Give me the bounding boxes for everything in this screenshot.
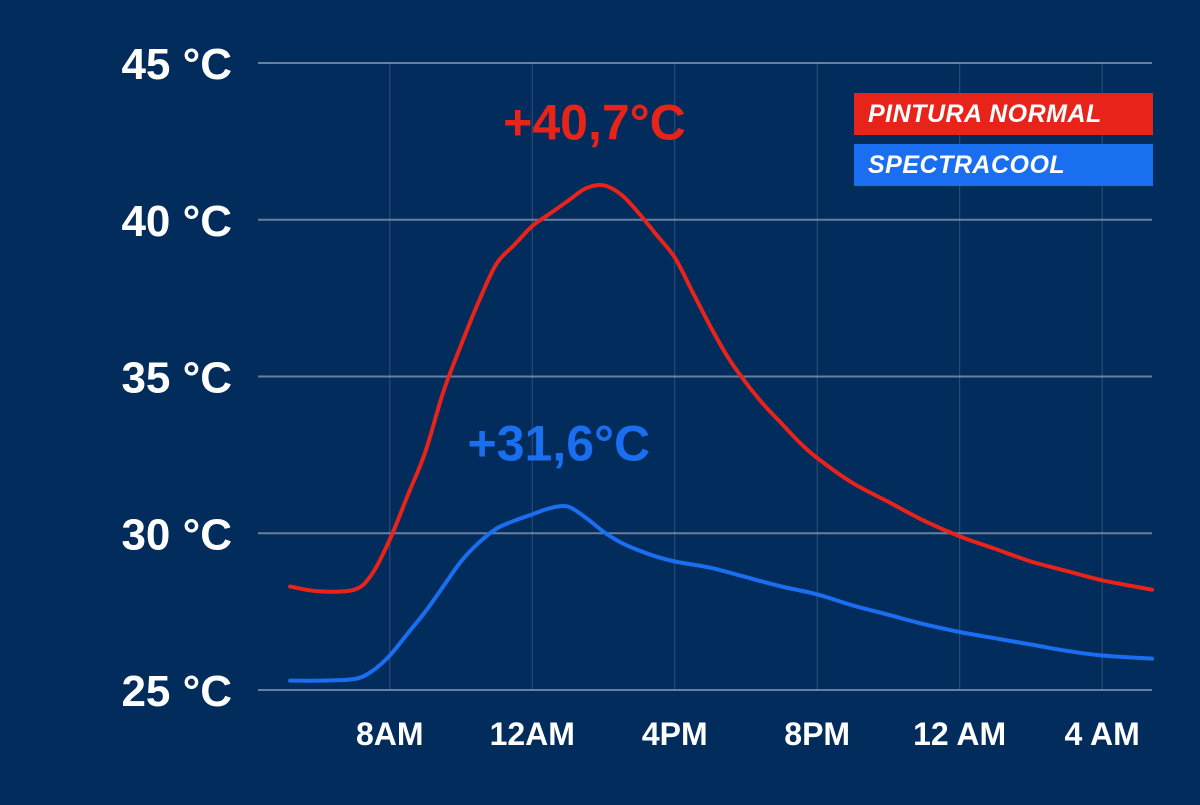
series-line-pintura-normal (288, 182, 1154, 594)
x-axis-ticks: 8AM 12AM 4PM 8PM 12 AM 4 AM (356, 716, 1140, 752)
y-axis-ticks: 45 °C 40 °C 35 °C 30 °C 25 °C (121, 40, 232, 716)
y-tick-label: 25 °C (121, 667, 232, 716)
y-tick-label: 30 °C (121, 510, 232, 559)
legend-item-pintura-normal: PINTURA NORMAL (854, 93, 1153, 135)
peak-annotations: +40,7°C +31,6°C (468, 94, 686, 471)
x-tick-label: 12 AM (913, 716, 1006, 752)
horizontal-grid (258, 62, 1152, 691)
x-tick-label: 4PM (642, 716, 708, 752)
x-tick-label: 8PM (784, 716, 850, 752)
x-tick-label: 8AM (356, 716, 424, 752)
peak-label-spectracool: +31,6°C (468, 416, 651, 472)
peak-label-pintura-normal: +40,7°C (503, 94, 686, 150)
series-lines (288, 182, 1154, 683)
y-tick-label: 35 °C (121, 354, 232, 403)
x-tick-label: 12AM (490, 716, 575, 752)
legend-item-spectracool: SPECTRACOOL (854, 144, 1153, 186)
series-line-spectracool (288, 503, 1154, 683)
x-tick-label: 4 AM (1065, 716, 1140, 752)
y-tick-label: 45 °C (121, 40, 232, 89)
y-tick-label: 40 °C (121, 197, 232, 246)
